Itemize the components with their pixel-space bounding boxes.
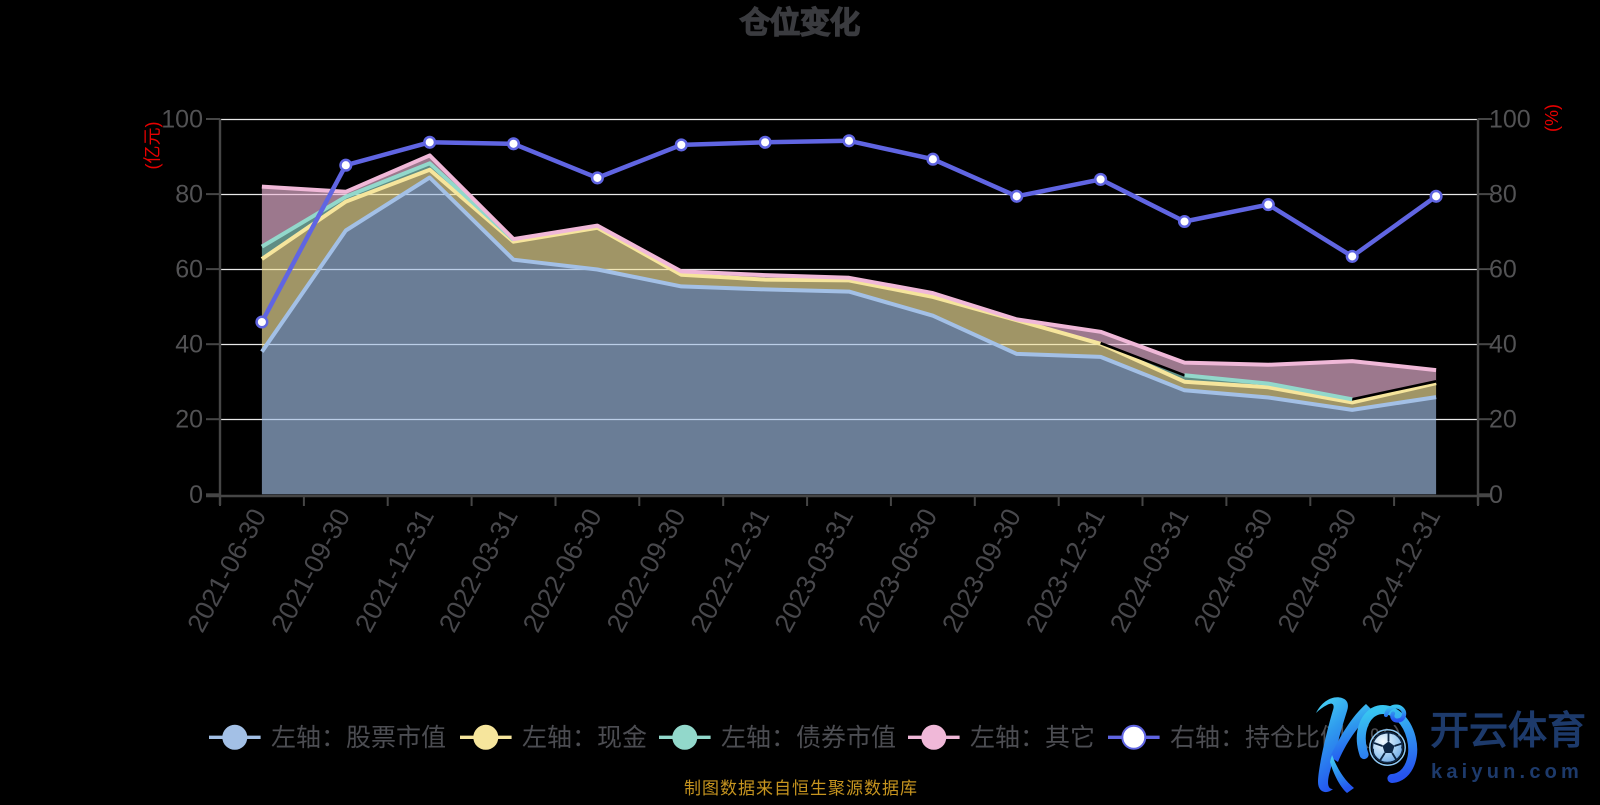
svg-text:(亿元): (亿元) (143, 122, 163, 170)
svg-text:开云体育: 开云体育 (1430, 710, 1586, 753)
svg-text:60: 60 (1489, 256, 1517, 284)
svg-text:80: 80 (1489, 181, 1517, 209)
svg-text:40: 40 (1489, 331, 1517, 359)
svg-text:80: 80 (175, 181, 203, 209)
svg-text:左轴：现金: 左轴：现金 (522, 724, 647, 752)
svg-text:40: 40 (175, 331, 203, 359)
svg-text:制图数据来自恒生聚源数据库: 制图数据来自恒生聚源数据库 (684, 779, 918, 798)
svg-text:kaiyun.com: kaiyun.com (1431, 761, 1583, 783)
svg-text:(%): (%) (1542, 104, 1562, 132)
svg-text:左轴：其它: 左轴：其它 (970, 724, 1095, 752)
svg-text:0: 0 (1489, 481, 1503, 509)
svg-text:左轴：股票市值: 左轴：股票市值 (271, 724, 446, 752)
svg-text:100: 100 (161, 106, 203, 134)
svg-text:仓位变化: 仓位变化 (740, 6, 860, 40)
svg-text:60: 60 (175, 256, 203, 284)
svg-text:0: 0 (189, 481, 203, 509)
svg-text:20: 20 (1489, 406, 1517, 434)
svg-text:左轴：债券市值: 左轴：债券市值 (721, 724, 896, 752)
svg-text:100: 100 (1489, 106, 1531, 134)
svg-text:20: 20 (175, 406, 203, 434)
